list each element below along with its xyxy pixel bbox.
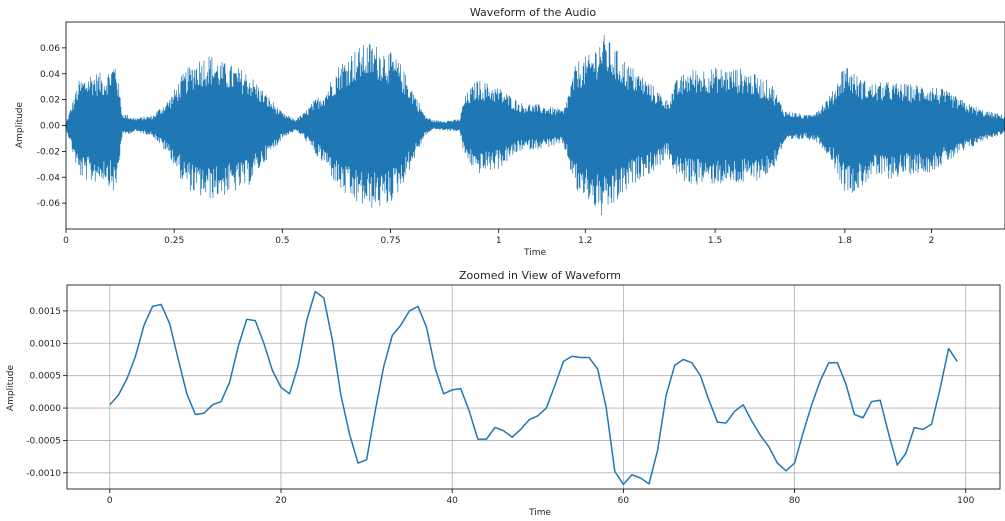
zoomed-y-tick-label: 0.0010 bbox=[30, 339, 62, 349]
waveform-x-ticks: 0 0.25 0.5 0.75 1 1.2 1.5 1.8 2 bbox=[63, 229, 934, 246]
waveform-chart: Waveform of the Audio 0 0.25 0.5 0.75 1 1.2 1.… bbox=[15, 6, 1005, 258]
zoomed-x-tick-label: 0 bbox=[107, 496, 113, 506]
zoomed-y-tick-label: -0.0010 bbox=[26, 469, 61, 479]
zoomed-x-tick-label: 100 bbox=[957, 496, 974, 506]
waveform-x-axis-label: Time bbox=[523, 248, 546, 258]
zoomed-x-tick-label: 60 bbox=[618, 496, 630, 506]
waveform-x-tick-label: 0.5 bbox=[275, 236, 289, 246]
waveform-x-tick-label: 2 bbox=[929, 236, 935, 246]
waveform-y-tick-label: -0.06 bbox=[37, 199, 61, 209]
zoomed-x-axis-label: Time bbox=[528, 508, 551, 518]
zoomed-x-tick-label: 80 bbox=[789, 496, 801, 506]
zoomed-y-tick-label: 0.0005 bbox=[30, 372, 62, 382]
zoomed-y-tick-label: 0.0000 bbox=[30, 404, 62, 414]
zoomed-series-line bbox=[109, 290, 958, 486]
waveform-y-tick-label: -0.04 bbox=[37, 173, 61, 183]
zoomed-waveform-chart: Zoomed in View of Waveform 0 20 40 60 80 100 … bbox=[6, 269, 1001, 518]
zoomed-grid bbox=[67, 285, 1000, 489]
waveform-y-tick-label: 0.00 bbox=[40, 122, 60, 132]
zoomed-title: Zoomed in View of Waveform bbox=[459, 269, 621, 282]
waveform-x-tick-label: 1.2 bbox=[578, 236, 592, 246]
waveform-title: Waveform of the Audio bbox=[470, 6, 597, 19]
waveform-y-tick-label: 0.02 bbox=[40, 96, 60, 106]
zoomed-y-tick-label: 0.0015 bbox=[30, 307, 62, 317]
waveform-x-tick-label: 0.25 bbox=[164, 236, 184, 246]
waveform-y-tick-label: 0.06 bbox=[40, 44, 60, 54]
waveform-x-tick-label: 1 bbox=[496, 236, 502, 246]
waveform-y-tick-label: -0.02 bbox=[37, 147, 60, 157]
zoomed-x-ticks: 0 20 40 60 80 100 bbox=[107, 489, 975, 506]
waveform-x-tick-label: 0.75 bbox=[381, 236, 401, 246]
waveform-x-tick-label: 1.8 bbox=[838, 236, 853, 246]
zoomed-axes-frame bbox=[66, 284, 1001, 490]
waveform-x-tick-label: 1.5 bbox=[708, 236, 722, 246]
waveform-plot-area bbox=[65, 34, 1005, 216]
waveform-series-line bbox=[65, 34, 1005, 216]
zoomed-y-axis-label: Amplitude bbox=[6, 364, 16, 411]
zoomed-plot-area bbox=[109, 290, 958, 486]
waveform-x-tick-label: 0 bbox=[63, 236, 69, 246]
zoomed-x-tick-label: 40 bbox=[446, 496, 458, 506]
waveform-y-tick-label: 0.04 bbox=[40, 70, 60, 80]
waveform-y-axis-label: Amplitude bbox=[15, 101, 25, 148]
zoomed-y-ticks: 0.0015 0.0010 0.0005 0.0000 -0.0005 -0.0010 bbox=[26, 307, 67, 479]
waveform-y-ticks: 0.06 0.04 0.02 0.00 -0.02 -0.04 -0.06 bbox=[37, 44, 66, 209]
zoomed-x-tick-label: 20 bbox=[275, 496, 287, 506]
zoomed-y-tick-label: -0.0005 bbox=[26, 436, 61, 446]
